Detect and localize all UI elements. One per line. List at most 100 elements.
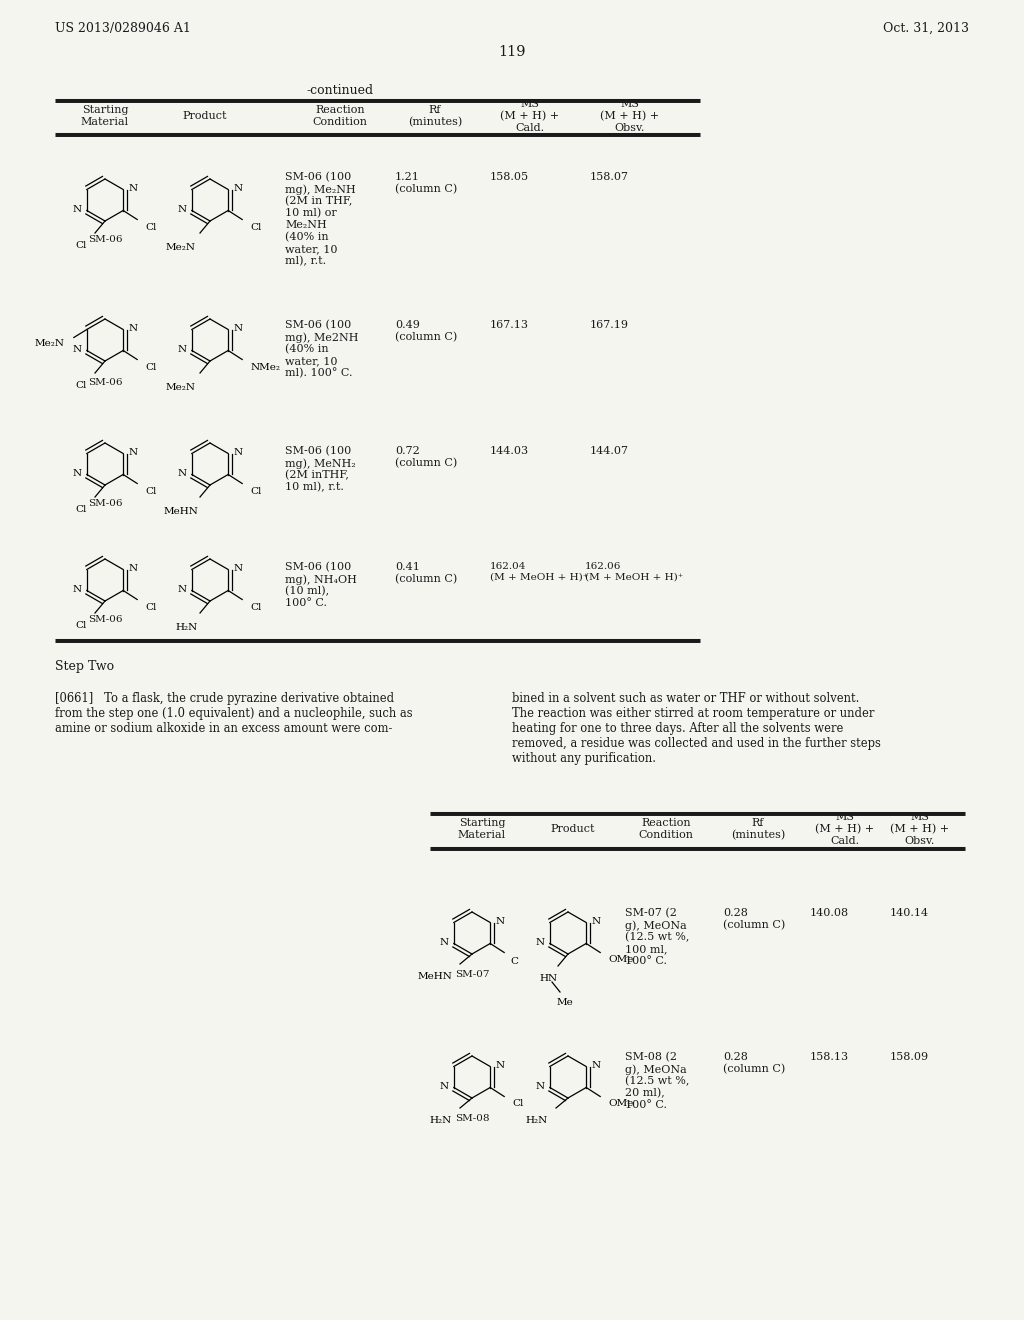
Text: C: C xyxy=(510,957,518,965)
Text: N: N xyxy=(591,1061,600,1071)
Text: SM-06 (100
mg), NH₄OH
(10 ml),
100° C.: SM-06 (100 mg), NH₄OH (10 ml), 100° C. xyxy=(285,562,357,609)
Text: Cl: Cl xyxy=(145,363,157,371)
Text: SM-07: SM-07 xyxy=(455,970,489,979)
Text: Cald.: Cald. xyxy=(515,123,545,133)
Text: Cl: Cl xyxy=(250,602,261,611)
Text: N: N xyxy=(128,183,137,193)
Text: 144.03: 144.03 xyxy=(490,446,529,455)
Text: N: N xyxy=(73,205,82,214)
Text: 144.07: 144.07 xyxy=(590,446,629,455)
Text: N: N xyxy=(178,345,186,354)
Text: 0.72
(column C): 0.72 (column C) xyxy=(395,446,458,469)
Text: (minutes): (minutes) xyxy=(731,830,785,841)
Text: (M + H) +: (M + H) + xyxy=(501,111,559,121)
Text: Rf: Rf xyxy=(752,818,764,828)
Text: N: N xyxy=(73,345,82,354)
Text: N: N xyxy=(73,585,82,594)
Text: US 2013/0289046 A1: US 2013/0289046 A1 xyxy=(55,22,190,36)
Text: SM-06 (100
mg), Me2NH
(40% in
water, 10
ml). 100° C.: SM-06 (100 mg), Me2NH (40% in water, 10 … xyxy=(285,319,358,379)
Text: N: N xyxy=(496,1061,504,1071)
Text: Cl: Cl xyxy=(76,620,87,630)
Text: MS: MS xyxy=(910,812,930,822)
Text: 0.49
(column C): 0.49 (column C) xyxy=(395,319,458,342)
Text: -continued: -continued xyxy=(306,84,374,96)
Text: N: N xyxy=(233,323,243,333)
Text: Material: Material xyxy=(458,830,506,840)
Text: 0.28
(column C): 0.28 (column C) xyxy=(723,908,785,931)
Text: 0.28
(column C): 0.28 (column C) xyxy=(723,1052,785,1074)
Text: Me₂N: Me₂N xyxy=(166,243,196,252)
Text: SM-08 (2
g), MeONa
(12.5 wt %,
20 ml),
100° C.: SM-08 (2 g), MeONa (12.5 wt %, 20 ml), 1… xyxy=(625,1052,689,1110)
Text: Cl: Cl xyxy=(512,1100,523,1109)
Text: 140.08: 140.08 xyxy=(810,908,849,917)
Text: N: N xyxy=(496,917,504,927)
Text: SM-06 (100
mg), Me₂NH
(2M in THF,
10 ml) or
Me₂NH
(40% in
water, 10
ml), r.t.: SM-06 (100 mg), Me₂NH (2M in THF, 10 ml)… xyxy=(285,172,355,265)
Text: Me₂N: Me₂N xyxy=(166,383,196,392)
Text: H₂N: H₂N xyxy=(176,623,198,632)
Text: (M + H) +: (M + H) + xyxy=(600,111,659,121)
Text: N: N xyxy=(128,447,137,457)
Text: Reaction: Reaction xyxy=(315,106,365,115)
Text: N: N xyxy=(128,323,137,333)
Text: 1.21
(column C): 1.21 (column C) xyxy=(395,172,458,194)
Text: N: N xyxy=(178,469,186,478)
Text: 158.09: 158.09 xyxy=(890,1052,929,1063)
Text: Cl: Cl xyxy=(76,381,87,389)
Text: 158.05: 158.05 xyxy=(490,172,529,182)
Text: SM-06 (100
mg), MeNH₂
(2M inTHF,
10 ml), r.t.: SM-06 (100 mg), MeNH₂ (2M inTHF, 10 ml),… xyxy=(285,446,355,492)
Text: N: N xyxy=(233,447,243,457)
Text: Cl: Cl xyxy=(145,487,157,495)
Text: Condition: Condition xyxy=(639,830,693,840)
Text: Cald.: Cald. xyxy=(830,836,859,846)
Text: MeHN: MeHN xyxy=(417,972,452,981)
Text: Starting: Starting xyxy=(459,818,505,828)
Text: 0.41
(column C): 0.41 (column C) xyxy=(395,562,458,583)
Text: Condition: Condition xyxy=(312,117,368,127)
Text: MeHN: MeHN xyxy=(163,507,198,516)
Text: N: N xyxy=(439,939,449,946)
Text: NMe₂: NMe₂ xyxy=(250,363,281,371)
Text: Starting: Starting xyxy=(82,106,128,115)
Text: SM-06: SM-06 xyxy=(88,378,122,387)
Text: SM-06: SM-06 xyxy=(88,235,122,244)
Text: Step Two: Step Two xyxy=(55,660,114,673)
Text: N: N xyxy=(128,564,137,573)
Text: SM-06: SM-06 xyxy=(88,499,122,508)
Text: Product: Product xyxy=(182,111,227,121)
Text: Product: Product xyxy=(551,824,595,834)
Text: N: N xyxy=(178,585,186,594)
Text: MS: MS xyxy=(836,812,854,822)
Text: OMe: OMe xyxy=(608,1100,634,1109)
Text: 158.13: 158.13 xyxy=(810,1052,849,1063)
Text: (minutes): (minutes) xyxy=(408,117,462,127)
Text: SM-08: SM-08 xyxy=(455,1114,489,1123)
Text: 140.14: 140.14 xyxy=(890,908,929,917)
Text: (M + H) +: (M + H) + xyxy=(815,824,874,834)
Text: Oct. 31, 2013: Oct. 31, 2013 xyxy=(883,22,969,36)
Text: MS: MS xyxy=(520,99,540,110)
Text: H₂N: H₂N xyxy=(525,1115,548,1125)
Text: 158.07: 158.07 xyxy=(590,172,629,182)
Text: Me₂N: Me₂N xyxy=(35,339,65,348)
Text: Obsv.: Obsv. xyxy=(905,836,935,846)
Text: Cl: Cl xyxy=(76,242,87,249)
Text: H₂N: H₂N xyxy=(430,1115,452,1125)
Text: N: N xyxy=(233,183,243,193)
Text: HN: HN xyxy=(540,974,558,983)
Text: 162.04
(M + MeOH + H)⁺: 162.04 (M + MeOH + H)⁺ xyxy=(490,562,588,581)
Text: Cl: Cl xyxy=(145,602,157,611)
Text: N: N xyxy=(233,564,243,573)
Text: N: N xyxy=(536,939,545,946)
Text: 167.13: 167.13 xyxy=(490,319,529,330)
Text: Cl: Cl xyxy=(145,223,157,231)
Text: Material: Material xyxy=(81,117,129,127)
Text: 167.19: 167.19 xyxy=(590,319,629,330)
Text: SM-07 (2
g), MeONa
(12.5 wt %,
100 ml,
100° C.: SM-07 (2 g), MeONa (12.5 wt %, 100 ml, 1… xyxy=(625,908,689,966)
Text: Cl: Cl xyxy=(250,487,261,495)
Text: Reaction: Reaction xyxy=(641,818,691,828)
Text: Obsv.: Obsv. xyxy=(614,123,645,133)
Text: (M + H) +: (M + H) + xyxy=(891,824,949,834)
Text: N: N xyxy=(178,205,186,214)
Text: N: N xyxy=(536,1082,545,1092)
Text: [0661]   To a flask, the crude pyrazine derivative obtained
from the step one (1: [0661] To a flask, the crude pyrazine de… xyxy=(55,692,413,735)
